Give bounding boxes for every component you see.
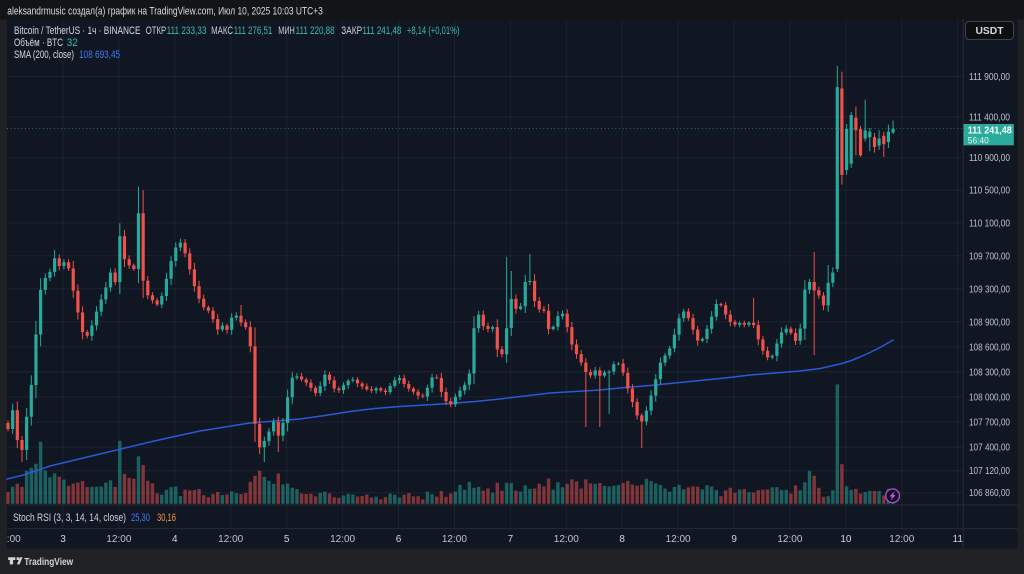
- svg-text:МИН: МИН: [278, 25, 295, 37]
- svg-text:6: 6: [396, 534, 402, 545]
- svg-text:3: 3: [60, 534, 66, 545]
- svg-text:111 400,00: 111 400,00: [969, 112, 1010, 123]
- svg-text:111 276,51: 111 276,51: [234, 25, 272, 37]
- svg-text:7: 7: [508, 534, 514, 545]
- svg-text:25,30: 25,30: [131, 512, 150, 524]
- svg-text:30,16: 30,16: [157, 512, 176, 524]
- svg-text:USDT: USDT: [976, 25, 1005, 37]
- svg-text:12:00: 12:00: [554, 534, 579, 545]
- svg-text:109 300,00: 109 300,00: [969, 284, 1010, 295]
- svg-text:Bitcoin / TetherUS · 1ч · BINA: Bitcoin / TetherUS · 1ч · BINANCE: [14, 25, 141, 37]
- svg-text:Объём · BTC: Объём · BTC: [14, 37, 63, 49]
- svg-text:111 220,88: 111 220,88: [296, 25, 335, 37]
- svg-text:12:00: 12:00: [442, 534, 467, 545]
- svg-text:10: 10: [840, 534, 852, 545]
- svg-text:111 900,00: 111 900,00: [969, 72, 1010, 83]
- svg-text:109 700,00: 109 700,00: [969, 251, 1010, 262]
- svg-text:4: 4: [172, 534, 178, 545]
- svg-text:9: 9: [731, 534, 737, 545]
- svg-text:8: 8: [619, 534, 625, 545]
- svg-text:Stoch RSI (3, 3, 14, 14, close: Stoch RSI (3, 3, 14, 14, close): [13, 512, 126, 524]
- svg-text:108 300,00: 108 300,00: [969, 367, 1010, 378]
- svg-text::00: :00: [7, 534, 21, 545]
- svg-text:107 120,00: 107 120,00: [969, 466, 1010, 477]
- svg-text:110 900,00: 110 900,00: [969, 153, 1010, 164]
- svg-text:111 241,48: 111 241,48: [362, 25, 401, 37]
- svg-text:56:40: 56:40: [968, 135, 989, 145]
- svg-text:108 693,45: 108 693,45: [79, 49, 120, 61]
- svg-text:111 233,33: 111 233,33: [167, 25, 207, 37]
- svg-text:12:00: 12:00: [330, 534, 355, 545]
- svg-text:32: 32: [67, 37, 78, 49]
- svg-text:SMA (200, close): SMA (200, close): [14, 49, 74, 61]
- svg-text:108 900,00: 108 900,00: [969, 317, 1010, 328]
- svg-text:12:00: 12:00: [666, 534, 691, 545]
- svg-text:12:00: 12:00: [889, 534, 914, 545]
- svg-text:106 860,00: 106 860,00: [969, 488, 1010, 499]
- svg-text:110 100,00: 110 100,00: [969, 218, 1010, 229]
- svg-text:107 400,00: 107 400,00: [969, 443, 1010, 454]
- svg-text:ОТКР: ОТКР: [146, 25, 166, 37]
- svg-text:12:00: 12:00: [218, 534, 243, 545]
- svg-text:12:00: 12:00: [106, 534, 131, 545]
- svg-text:aleksandrmusic создал(а) графи: aleksandrmusic создал(а) график на Tradi…: [7, 6, 323, 18]
- svg-text:108 000,00: 108 000,00: [969, 392, 1010, 403]
- svg-text:111 241,48: 111 241,48: [968, 124, 1012, 136]
- svg-text:5: 5: [284, 534, 290, 545]
- svg-text:+8,14 (+0,01%): +8,14 (+0,01%): [407, 25, 460, 37]
- svg-text:12:00: 12:00: [777, 534, 802, 545]
- svg-text:ЗАКР: ЗАКР: [341, 25, 362, 37]
- svg-text:МАКС: МАКС: [211, 25, 233, 37]
- svg-text:108 600,00: 108 600,00: [969, 342, 1010, 353]
- svg-text:107 700,00: 107 700,00: [969, 418, 1010, 429]
- svg-text:11: 11: [953, 534, 964, 545]
- svg-text:110 500,00: 110 500,00: [969, 186, 1010, 197]
- svg-text:TradingView: TradingView: [24, 556, 73, 568]
